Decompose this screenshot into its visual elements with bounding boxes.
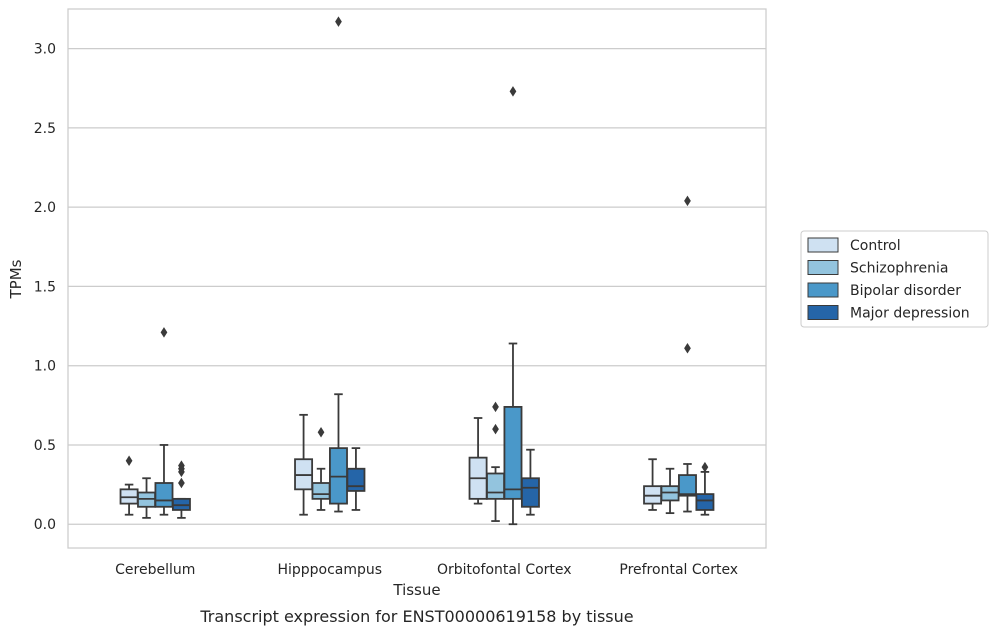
plot-background [68, 9, 766, 548]
legend-swatch [807, 305, 839, 320]
plot-frame [67, 8, 767, 549]
box-major-depression [346, 447, 366, 511]
outlier-point [492, 401, 499, 413]
outlier-point [178, 477, 185, 489]
y-axis-title: TPMs [7, 259, 25, 299]
legend-frame [800, 230, 989, 328]
x-tick-label: Cerebellum [115, 562, 195, 578]
y-tick-label: 3.0 [34, 42, 56, 58]
legend-label: Major depression [850, 306, 970, 322]
legend-swatch [807, 260, 839, 275]
box-iqr [486, 472, 505, 500]
y-gridlines [68, 48, 766, 525]
outlier-point [317, 427, 325, 438]
outlier-point [492, 423, 499, 435]
box-iqr [503, 406, 523, 500]
y-tick-label: 1.5 [34, 279, 56, 295]
legend-label: Bipolar disorder [850, 283, 961, 299]
box-major-depression [520, 448, 540, 516]
box-series [119, 16, 715, 526]
x-tick-label: Hipppocampus [277, 562, 382, 578]
box-major-depression [171, 460, 191, 519]
chart-caption: Transcript expression for ENST0000061915… [199, 607, 633, 626]
box-major-depression [695, 461, 715, 516]
y-tick-labels: 0.0 0.5 1.0 1.5 2.0 2.5 3.0 [34, 42, 56, 534]
y-tick-label: 0.0 [34, 517, 56, 533]
y-tick-label: 2.0 [34, 200, 56, 216]
x-axis-title: Tissue [392, 581, 440, 599]
outlier-point [684, 343, 691, 354]
outlier-point [701, 461, 709, 473]
box-schizophrenia [137, 477, 156, 519]
outlier-point [160, 327, 168, 338]
box-bipolar-disorder [154, 327, 174, 516]
outlier-point [509, 86, 517, 97]
legend-items: Control Schizophrenia Bipolar disorder Majo… [807, 237, 970, 322]
y-tick-label: 0.5 [34, 438, 56, 454]
legend-swatch [807, 282, 839, 298]
legend-label: Schizophrenia [850, 261, 948, 277]
box-bipolar-disorder [503, 86, 523, 526]
outlier-point [178, 460, 185, 471]
box-control [119, 455, 139, 516]
outlier-point [684, 195, 691, 207]
outlier-point [125, 455, 133, 467]
box-iqr [520, 477, 540, 508]
legend-swatch [807, 237, 839, 253]
box-control [294, 413, 314, 516]
y-tick-label: 1.0 [34, 359, 56, 375]
box-iqr [311, 482, 331, 500]
box-iqr [346, 467, 366, 492]
legend-label: Control [850, 238, 901, 254]
outlier-point [335, 16, 342, 27]
x-tick-label: Orbitofontal Cortex [437, 562, 572, 578]
box-iqr [678, 474, 697, 497]
box-control [643, 458, 663, 511]
x-tick-label: Prefrontal Cortex [619, 562, 738, 578]
y-tick-label: 2.5 [34, 121, 56, 137]
box-schizophrenia [311, 427, 331, 511]
box-iqr [695, 493, 715, 511]
legend: Control Schizophrenia Bipolar disorder Majo… [800, 230, 989, 328]
x-tick-labels: Cerebellum Hipppocampus Orbitofontal Corte… [115, 562, 738, 578]
box-bipolar-disorder [678, 195, 697, 513]
box-iqr [154, 482, 174, 508]
